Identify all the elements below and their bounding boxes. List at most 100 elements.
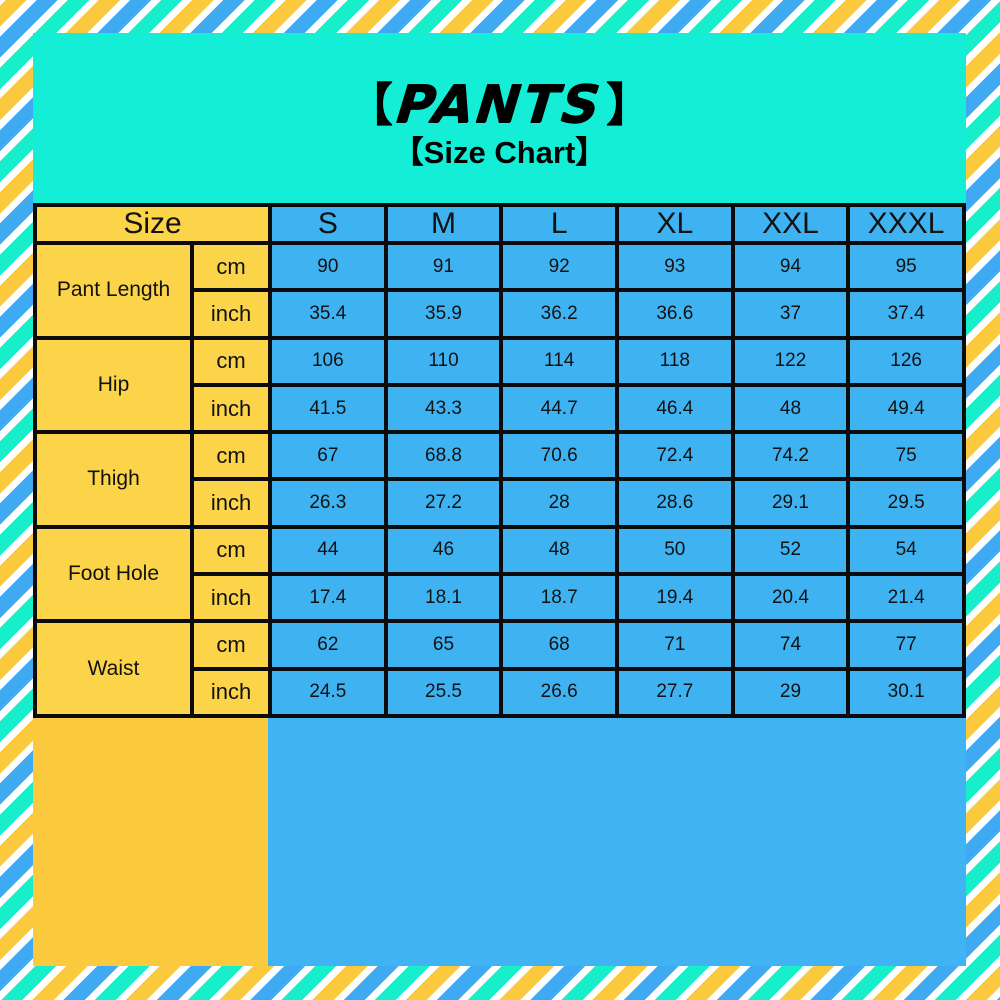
value-cell: 68 [499,619,619,671]
value-cell: 19.4 [614,572,735,624]
value-cell: 77 [846,619,966,671]
value-cell: 43.3 [383,382,504,435]
size-corner-cell: Size [32,203,273,245]
value-cell: 54 [846,524,966,577]
unit-cell: cm [189,619,273,671]
value-cell: 21.4 [846,572,966,624]
table-row: inch 41.5 43.3 44.7 46.4 48 49.4 [35,382,966,435]
value-cell: 126 [846,335,966,387]
unit-cell: cm [189,524,273,577]
value-cell: 36.6 [614,288,735,340]
unit-cell: cm [189,240,273,293]
page-title: 【 PANTS 】 [346,75,653,136]
size-column-header: XXL [730,203,851,245]
unit-cell: inch [189,382,273,435]
value-cell: 72.4 [614,430,735,482]
value-cell: 70.6 [499,430,619,482]
size-chart-card: 【 PANTS 】 【Size Chart】 Size S M L XL XXL XXXL… [32,33,966,966]
footer-blocks [33,718,966,966]
measure-label-cell: Pant Length [33,241,194,340]
value-cell: 48 [730,382,851,435]
table-row: Foot Hole cm 44 46 48 50 52 54 [33,524,966,624]
value-cell: 17.4 [268,572,388,624]
value-cell: 18.7 [499,572,619,624]
value-cell: 36.2 [499,288,619,340]
page-subtitle: 【Size Chart】 [392,135,607,171]
value-cell: 90 [268,240,388,293]
value-cell: 75 [846,430,966,482]
value-cell: 35.9 [383,288,504,340]
value-cell: 74.2 [730,430,851,482]
value-cell: 46.4 [614,382,735,435]
size-column-header: S [268,203,388,245]
unit-cell: cm [189,335,273,387]
value-cell: 71 [614,619,735,671]
value-cell: 26.6 [499,666,619,719]
unit-cell: cm [189,430,273,482]
unit-cell: inch [189,572,273,624]
title-text: PANTS [393,75,606,136]
value-cell: 110 [383,335,504,387]
value-cell: 65 [383,619,504,671]
size-column-header: XL [614,203,735,245]
size-column-header: XXXL [846,203,966,245]
title-open-bracket: 【 [346,79,393,132]
size-table: Size S M L XL XXL XXXL Pant Length cm 90 91 92 93 9… [32,203,966,719]
value-cell: 35.4 [268,288,388,340]
value-cell: 29.1 [730,477,851,529]
unit-cell: inch [189,288,273,340]
measure-label-cell: Thigh [33,430,194,529]
value-cell: 95 [846,240,966,293]
table-row: inch 35.4 35.9 36.2 36.6 37 37.4 [35,288,966,340]
value-cell: 62 [268,619,388,671]
size-column-header: L [499,203,619,245]
value-cell: 44 [268,524,388,577]
value-cell: 91 [383,240,504,293]
unit-cell: inch [189,666,273,719]
table-row: inch 17.4 18.1 18.7 19.4 20.4 21.4 [35,572,966,624]
value-cell: 74 [730,619,851,671]
value-cell: 28 [499,477,619,529]
value-cell: 26.3 [268,477,388,529]
value-cell: 30.1 [846,666,966,719]
measure-label-cell: Waist [33,619,194,718]
table-row: Pant Length cm 90 91 92 93 94 95 [33,240,966,340]
table-row: Waist cm 62 65 68 71 74 77 [33,619,966,718]
value-cell: 52 [730,524,851,577]
value-cell: 37 [730,288,851,340]
footer-yellow-block [33,718,268,966]
unit-cell: inch [189,477,273,529]
value-cell: 49.4 [846,382,966,435]
table-row: Thigh cm 67 68.8 70.6 72.4 74.2 75 [33,430,966,529]
value-cell: 25.5 [383,666,504,719]
value-cell: 18.1 [383,572,504,624]
value-cell: 50 [614,524,735,577]
value-cell: 44.7 [499,382,619,435]
value-cell: 37.4 [846,288,966,340]
table-row: Hip cm 106 110 114 118 122 126 [33,335,966,435]
value-cell: 106 [268,335,388,387]
value-cell: 20.4 [730,572,851,624]
value-cell: 94 [730,240,851,293]
value-cell: 118 [614,335,735,387]
value-cell: 114 [499,335,619,387]
value-cell: 46 [383,524,504,577]
title-close-bracket: 】 [606,79,653,132]
value-cell: 29.5 [846,477,966,529]
value-cell: 122 [730,335,851,387]
size-header-row: Size S M L XL XXL XXXL [32,203,966,245]
value-cell: 29 [730,666,851,719]
value-cell: 48 [499,524,619,577]
value-cell: 27.7 [614,666,735,719]
value-cell: 68.8 [383,430,504,482]
header-banner: 【 PANTS 】 【Size Chart】 [33,33,966,203]
value-cell: 28.6 [614,477,735,529]
measure-label-cell: Foot Hole [33,524,194,624]
value-cell: 67 [268,430,388,482]
measure-label-cell: Hip [33,335,194,435]
table-row: inch 24.5 25.5 26.6 27.7 29 30.1 [35,666,966,719]
value-cell: 93 [614,240,735,293]
value-cell: 92 [499,240,619,293]
table-row: inch 26.3 27.2 28 28.6 29.1 29.5 [35,477,966,529]
